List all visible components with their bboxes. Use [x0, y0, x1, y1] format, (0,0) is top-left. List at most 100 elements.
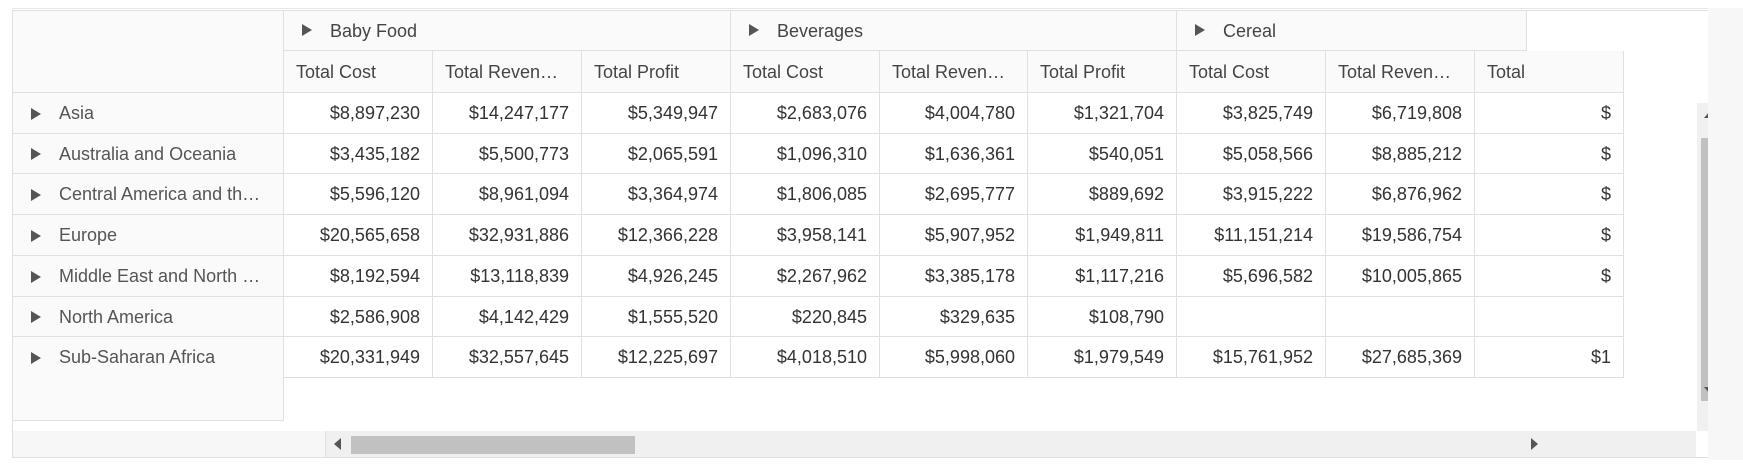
- value-cell[interactable]: $1,979,549: [1028, 337, 1177, 378]
- value-cell[interactable]: $2,695,777: [880, 174, 1028, 215]
- value-cell[interactable]: $: [1475, 134, 1624, 174]
- measure-header[interactable]: Total Reven…: [1326, 51, 1475, 93]
- measure-header[interactable]: Total Reven…: [433, 51, 582, 93]
- row-header[interactable]: Middle East and North …: [13, 256, 284, 297]
- value-cell[interactable]: $2,065,591: [582, 134, 731, 174]
- measure-header[interactable]: Total Profit: [1028, 51, 1177, 93]
- value-cell[interactable]: $3,435,182: [284, 134, 433, 174]
- value-cell[interactable]: $2,267,962: [731, 256, 880, 297]
- row-header[interactable]: Central America and th…: [13, 174, 284, 215]
- value-cell[interactable]: [1475, 297, 1624, 337]
- caret-right-icon[interactable]: [1195, 24, 1205, 36]
- value-cell[interactable]: $5,998,060: [880, 337, 1028, 378]
- caret-right-icon[interactable]: [302, 24, 312, 36]
- value-cell[interactable]: $1,806,085: [731, 174, 880, 215]
- value-cell[interactable]: $14,247,177: [433, 93, 582, 134]
- value-cell[interactable]: $1,949,811: [1028, 215, 1177, 256]
- caret-right-icon[interactable]: [31, 352, 41, 364]
- value-cell[interactable]: $1,096,310: [731, 134, 880, 174]
- caret-right-icon[interactable]: [31, 311, 41, 323]
- value-cell[interactable]: $5,907,952: [880, 215, 1028, 256]
- value-cell[interactable]: $27,685,369: [1326, 337, 1475, 378]
- value-cell[interactable]: $5,058,566: [1177, 134, 1326, 174]
- group-header-label: Baby Food: [330, 21, 418, 41]
- group-header-baby-food[interactable]: Baby Food: [284, 11, 731, 51]
- value-cell[interactable]: $5,349,947: [582, 93, 731, 134]
- row-header-label: Australia and Oceania: [59, 144, 237, 164]
- row-header[interactable]: Sub-Saharan Africa: [13, 337, 284, 378]
- value-cell[interactable]: [1177, 297, 1326, 337]
- value-cell[interactable]: $: [1475, 174, 1624, 215]
- value-cell[interactable]: $889,692: [1028, 174, 1177, 215]
- value-cell[interactable]: $13,118,839: [433, 256, 582, 297]
- measure-header[interactable]: Total Cost: [284, 51, 433, 93]
- value-cell[interactable]: $20,331,949: [284, 337, 433, 378]
- value-cell[interactable]: $4,142,429: [433, 297, 582, 337]
- value-cell[interactable]: $540,051: [1028, 134, 1177, 174]
- value-cell[interactable]: $: [1475, 93, 1624, 134]
- caret-right-icon[interactable]: [749, 24, 759, 36]
- caret-right-icon[interactable]: [31, 108, 41, 120]
- value-cell[interactable]: $3,385,178: [880, 256, 1028, 297]
- measure-header[interactable]: Total Reven…: [880, 51, 1028, 93]
- group-header-cereal[interactable]: Cereal: [1177, 11, 1527, 51]
- value-cell[interactable]: $4,926,245: [582, 256, 731, 297]
- value-cell[interactable]: $4,004,780: [880, 93, 1028, 134]
- value-cell[interactable]: $2,586,908: [284, 297, 433, 337]
- horizontal-scroll-thumb[interactable]: [351, 436, 635, 454]
- row-header[interactable]: Australia and Oceania: [13, 134, 284, 174]
- value-cell[interactable]: $20,565,658: [284, 215, 433, 256]
- value-cell[interactable]: $: [1475, 215, 1624, 256]
- value-cell[interactable]: $8,897,230: [284, 93, 433, 134]
- value-cell[interactable]: $32,557,645: [433, 337, 582, 378]
- value-cell[interactable]: $15,761,952: [1177, 337, 1326, 378]
- row-header-label: Europe: [59, 225, 118, 245]
- value-cell[interactable]: $108,790: [1028, 297, 1177, 337]
- value-cell[interactable]: $19,586,754: [1326, 215, 1475, 256]
- row-header[interactable]: Europe: [13, 215, 284, 256]
- row-header[interactable]: North America: [13, 297, 284, 337]
- value-cell[interactable]: $1,555,520: [582, 297, 731, 337]
- group-header-beverages[interactable]: Beverages: [731, 11, 1177, 51]
- value-cell[interactable]: $8,961,094: [433, 174, 582, 215]
- value-cell[interactable]: $11,151,214: [1177, 215, 1326, 256]
- caret-right-icon[interactable]: [31, 271, 41, 283]
- value-cell[interactable]: $6,876,962: [1326, 174, 1475, 215]
- value-cell[interactable]: $5,696,582: [1177, 256, 1326, 297]
- value-cell[interactable]: $6,719,808: [1326, 93, 1475, 134]
- value-cell[interactable]: $5,500,773: [433, 134, 582, 174]
- value-cell[interactable]: $3,915,222: [1177, 174, 1326, 215]
- value-cell[interactable]: $220,845: [731, 297, 880, 337]
- arrow-right-icon[interactable]: [1531, 438, 1538, 450]
- value-cell[interactable]: $3,364,974: [582, 174, 731, 215]
- measure-header[interactable]: Total: [1475, 51, 1624, 93]
- value-cell[interactable]: $8,192,594: [284, 256, 433, 297]
- value-cell[interactable]: [1326, 297, 1475, 337]
- horizontal-scrollbar[interactable]: [326, 431, 1696, 457]
- caret-right-icon[interactable]: [31, 189, 41, 201]
- row-header-label: Sub-Saharan Africa: [59, 347, 216, 367]
- value-cell[interactable]: $10,005,865: [1326, 256, 1475, 297]
- measure-header[interactable]: Total Cost: [1177, 51, 1326, 93]
- arrow-left-icon[interactable]: [334, 438, 341, 450]
- row-header[interactable]: Asia: [13, 93, 284, 134]
- value-cell[interactable]: $8,885,212: [1326, 134, 1475, 174]
- value-cell[interactable]: $5,596,120: [284, 174, 433, 215]
- value-cell[interactable]: $1,636,361: [880, 134, 1028, 174]
- value-cell[interactable]: $32,931,886: [433, 215, 582, 256]
- measure-header[interactable]: Total Cost: [731, 51, 880, 93]
- value-cell[interactable]: $: [1475, 256, 1624, 297]
- value-cell[interactable]: $3,958,141: [731, 215, 880, 256]
- value-cell[interactable]: $4,018,510: [731, 337, 880, 378]
- value-cell[interactable]: $3,825,749: [1177, 93, 1326, 134]
- value-cell[interactable]: $1: [1475, 337, 1624, 378]
- caret-right-icon[interactable]: [31, 230, 41, 242]
- value-cell[interactable]: $1,117,216: [1028, 256, 1177, 297]
- caret-right-icon[interactable]: [31, 148, 41, 160]
- measure-header[interactable]: Total Profit: [582, 51, 731, 93]
- value-cell[interactable]: $329,635: [880, 297, 1028, 337]
- value-cell[interactable]: $2,683,076: [731, 93, 880, 134]
- value-cell[interactable]: $12,225,697: [582, 337, 731, 378]
- value-cell[interactable]: $1,321,704: [1028, 93, 1177, 134]
- value-cell[interactable]: $12,366,228: [582, 215, 731, 256]
